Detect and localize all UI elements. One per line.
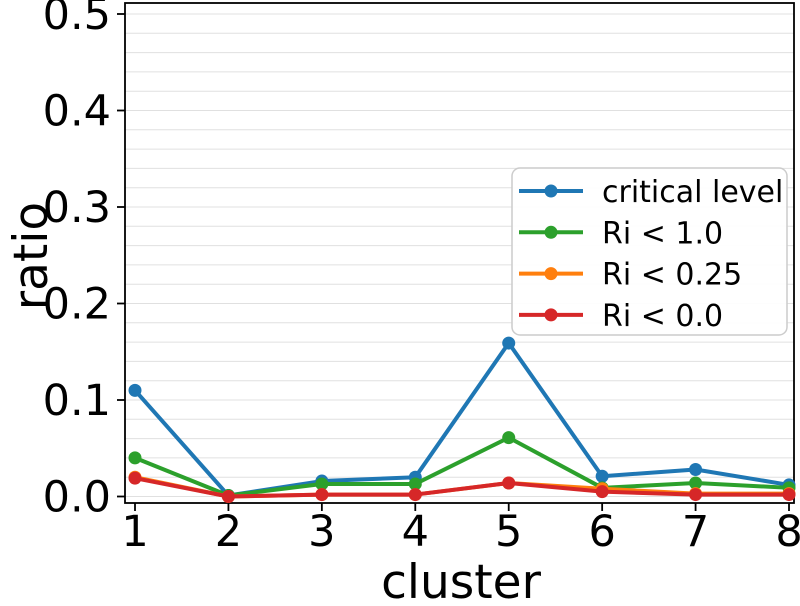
x-tick-label: 5 <box>495 507 522 557</box>
x-tick-label: 6 <box>588 507 615 557</box>
y-axis-label: ratio <box>4 202 59 310</box>
plot-area: 0.0 0.1 0.2 0.3 0.4 0.5 1 2 3 4 5 6 7 8 critical level… <box>43 0 800 557</box>
data-point-marker <box>689 488 703 502</box>
data-point-marker <box>128 383 142 397</box>
y-tick-label: 0.2 <box>43 280 111 330</box>
legend-marker <box>544 267 558 281</box>
legend-label: critical level <box>602 175 783 210</box>
x-tick-label: 3 <box>308 507 335 557</box>
data-point-marker <box>502 431 516 445</box>
x-axis-label: cluster <box>381 555 542 606</box>
y-tick-label: 0.3 <box>43 183 111 233</box>
series-ri-0-0 <box>128 471 796 503</box>
y-tick-label: 0.1 <box>43 376 111 426</box>
data-point-marker <box>595 485 609 499</box>
x-tick-label: 4 <box>402 507 429 557</box>
data-point-marker <box>221 490 235 503</box>
data-point-marker <box>128 451 142 465</box>
series-line <box>133 476 792 499</box>
legend: critical level Ri < 1.0 Ri < 0.25 Ri < 0.0 <box>511 167 788 336</box>
data-point-marker <box>315 488 329 502</box>
legend-marker <box>544 308 558 322</box>
legend-entry-ri-1-0: Ri < 1.0 <box>519 216 723 251</box>
legend-label: Ri < 1.0 <box>602 216 723 251</box>
legend-box <box>511 167 788 336</box>
data-point-marker <box>408 477 422 491</box>
x-tick-label: 8 <box>775 507 800 557</box>
data-point-marker <box>502 336 516 350</box>
legend-label: Ri < 0.25 <box>602 258 742 293</box>
data-point-marker <box>408 488 422 502</box>
x-tick-label: 1 <box>121 507 148 557</box>
data-point-marker <box>315 477 329 491</box>
x-tick-label: 7 <box>682 507 709 557</box>
x-axis: 1 2 3 4 5 6 7 8 <box>121 503 800 557</box>
data-point-marker <box>502 476 516 490</box>
y-axis: 0.0 0.1 0.2 0.3 0.4 0.5 <box>43 0 125 523</box>
y-tick-label: 0.5 <box>43 0 111 40</box>
data-point-marker <box>689 462 703 476</box>
data-point-marker <box>782 488 796 502</box>
plot-border <box>124 2 795 504</box>
data-point-marker <box>128 471 142 485</box>
legend-entry-ri-0-0: Ri < 0.0 <box>519 299 723 334</box>
legend-marker <box>544 225 558 239</box>
legend-marker <box>544 184 558 198</box>
y-tick-label: 0.0 <box>43 473 111 523</box>
legend-entry-ri-0-25: Ri < 0.25 <box>519 258 742 293</box>
legend-label: Ri < 0.0 <box>602 299 723 334</box>
data-point-marker <box>595 469 609 483</box>
legend-entry-critical-level: critical level <box>519 175 783 210</box>
series-line <box>133 435 792 498</box>
y-tick-label: 0.4 <box>43 87 111 137</box>
data-point-marker <box>689 476 703 490</box>
x-tick-label: 2 <box>215 507 242 557</box>
